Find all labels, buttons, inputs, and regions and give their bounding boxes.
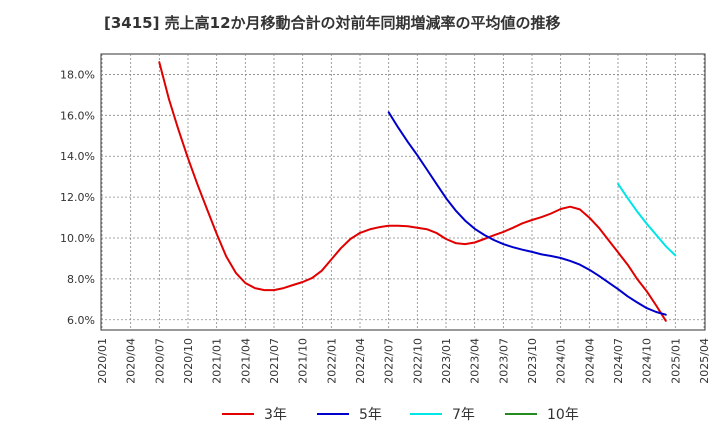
x-tick-label: 2021/04 <box>239 338 252 384</box>
y-tick-label: 10.0% <box>60 232 95 245</box>
x-tick-label: 2023/07 <box>497 338 510 384</box>
x-tick-label: 2022/01 <box>325 338 338 384</box>
series-lines <box>158 61 677 322</box>
x-tick-label: 2023/04 <box>469 338 482 384</box>
legend-item-5年[interactable]: 5年 <box>317 407 382 423</box>
x-tick-label: 2024/07 <box>612 338 625 384</box>
x-tick-label: 2022/07 <box>383 338 396 384</box>
series-line-7年 <box>617 182 677 257</box>
y-tick-label: 6.0% <box>67 314 95 327</box>
plot-area <box>100 53 706 331</box>
legend-label: 7年 <box>452 407 475 423</box>
x-tick-label: 2022/04 <box>354 338 367 384</box>
y-tick-label: 14.0% <box>60 150 95 163</box>
y-axis-ticks: 6.0% 8.0% 10.0% 12.0% 14.0% 16.0% 18.0% <box>60 68 95 326</box>
x-tick-label: 2021/10 <box>297 338 310 384</box>
x-tick-label: 2021/01 <box>211 338 224 384</box>
legend[interactable]: 3年 5年 7年 10年 <box>222 407 579 423</box>
legend-item-3年[interactable]: 3年 <box>222 407 287 423</box>
x-tick-label: 2024/04 <box>583 338 596 384</box>
x-tick-label: 2020/01 <box>96 338 109 384</box>
x-tick-label: 2024/01 <box>555 338 568 384</box>
x-tick-label: 2025/04 <box>698 338 711 384</box>
x-tick-label: 2020/10 <box>182 338 195 384</box>
x-tick-label: 2021/07 <box>268 338 281 384</box>
legend-item-7年[interactable]: 7年 <box>410 407 475 423</box>
series-line-5年 <box>387 111 667 316</box>
x-tick-label: 2020/07 <box>153 338 166 384</box>
y-tick-label: 12.0% <box>60 191 95 204</box>
x-tick-label: 2020/04 <box>125 338 138 384</box>
legend-item-10年[interactable]: 10年 <box>505 407 579 423</box>
y-tick-label: 18.0% <box>60 68 95 81</box>
chart-title: [3415] 売上高12か月移動合計の対前年同期増減率の平均値の推移 <box>104 14 561 32</box>
series-line-3年 <box>158 61 667 322</box>
x-tick-label: 2023/10 <box>526 338 539 384</box>
legend-label: 3年 <box>264 407 287 423</box>
y-tick-label: 8.0% <box>67 273 95 286</box>
x-tick-label: 2025/01 <box>669 338 682 384</box>
grid-lines <box>101 54 705 330</box>
legend-label: 10年 <box>547 407 579 423</box>
x-tick-label: 2023/01 <box>440 338 453 384</box>
x-tick-label: 2024/10 <box>641 338 654 384</box>
x-tick-label: 2022/10 <box>411 338 424 384</box>
y-tick-label: 16.0% <box>60 109 95 122</box>
legend-label: 5年 <box>359 407 382 423</box>
x-axis-ticks: 2020/01 2020/04 2020/07 2020/10 2021/01 2021/… <box>96 338 711 384</box>
